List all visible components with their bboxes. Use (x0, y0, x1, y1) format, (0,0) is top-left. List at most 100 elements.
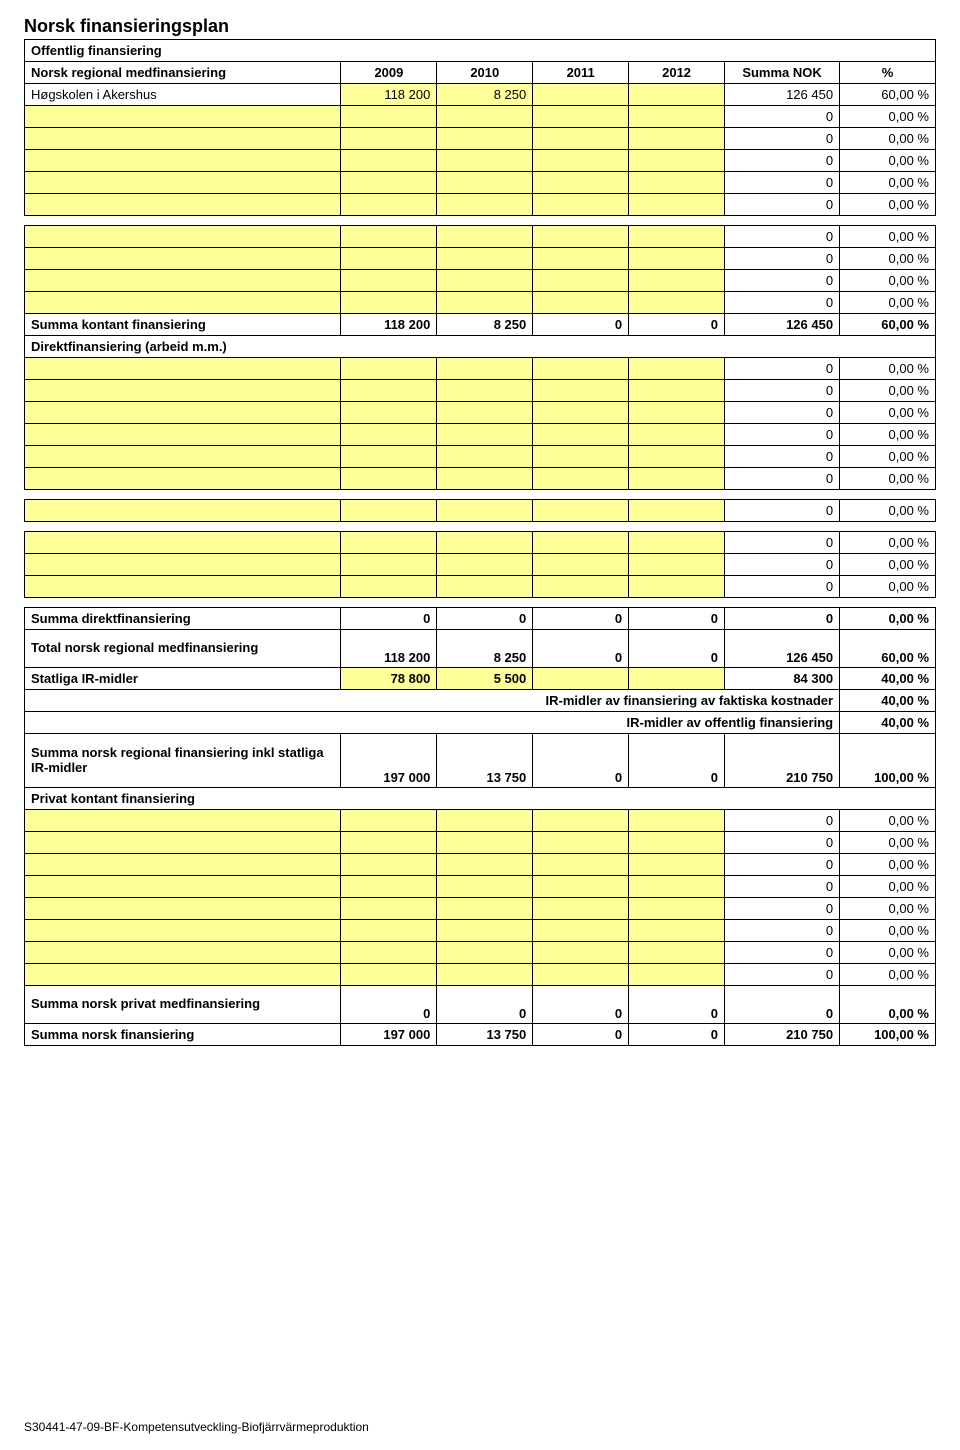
row-hogskolen: Høgskolen i Akershus 118 200 8 250 126 4… (25, 84, 936, 106)
row-total-norsk-reg: Total norsk regional medfinansiering 118… (25, 630, 936, 668)
cell-sum: 0 (725, 424, 840, 446)
cell-sum: 0 (725, 446, 840, 468)
cell-pct: 0,00 % (840, 292, 936, 314)
cell-sum: 0 (725, 106, 840, 128)
cell-sum: 0 (725, 608, 840, 630)
cell-pct: 0,00 % (840, 194, 936, 216)
row-blank: 00,00 % (25, 832, 936, 854)
cell: 0 (629, 734, 725, 788)
col-pct: % (840, 62, 936, 84)
row-summa-kontant: Summa kontant finansiering 118 200 8 250… (25, 314, 936, 336)
cell-pct: 0,00 % (840, 832, 936, 854)
cell-pct: 0,00 % (840, 172, 936, 194)
col-summa: Summa NOK (725, 62, 840, 84)
row-statliga: Statliga IR-midler 78 800 5 500 84 300 4… (25, 668, 936, 690)
cell: 0 (629, 986, 725, 1024)
finance-table: Offentlig finansiering Norsk regional me… (24, 39, 936, 1046)
col-2010: 2010 (437, 62, 533, 84)
row-blank: 00,00 % (25, 292, 936, 314)
cell: 5 500 (437, 668, 533, 690)
row-blank: 00,00 % (25, 358, 936, 380)
row-blank: 00,00 % (25, 380, 936, 402)
cell-pct: 0,00 % (840, 810, 936, 832)
cell: 0 (533, 986, 629, 1024)
row-summa-direkt: Summa direktfinansiering 0 0 0 0 0 0,00 … (25, 608, 936, 630)
cell-sum: 0 (725, 876, 840, 898)
cell-sum: 0 (725, 172, 840, 194)
row-blank: 00,00 % (25, 468, 936, 490)
cell: 0 (437, 986, 533, 1024)
cell-sum: 126 450 (725, 314, 840, 336)
cell: 8 250 (437, 314, 533, 336)
cell-pct: 40,00 % (840, 712, 936, 734)
cell-pct: 0,00 % (840, 854, 936, 876)
row-blank: 00,00 % (25, 898, 936, 920)
cell-label: Summa norsk finansiering (25, 1024, 341, 1046)
cell: 0 (341, 608, 437, 630)
cell: 0 (629, 630, 725, 668)
cell-sum: 0 (725, 964, 840, 986)
cell-label: IR-midler av offentlig finansiering (25, 712, 840, 734)
cell: 78 800 (341, 668, 437, 690)
cell-sum: 0 (725, 832, 840, 854)
row-blank: 00,00 % (25, 446, 936, 468)
cell-pct: 0,00 % (840, 358, 936, 380)
cell-sum: 0 (725, 270, 840, 292)
row-summa-privat: Summa norsk privat medfinansiering 0 0 0… (25, 986, 936, 1024)
page-title: Norsk finansieringsplan (24, 16, 936, 37)
row-blank: 00,00 % (25, 270, 936, 292)
cell-pct: 0,00 % (840, 270, 936, 292)
row-blank: 00,00 % (25, 106, 936, 128)
section-header-offentlig: Offentlig finansiering (25, 40, 936, 62)
cell-pct: 0,00 % (840, 446, 936, 468)
row-summa-norsk-reg-inkl: Summa norsk regional finansiering inkl s… (25, 734, 936, 788)
cell: 118 200 (341, 314, 437, 336)
cell-sum: 0 (725, 292, 840, 314)
row-blank: 00,00 % (25, 964, 936, 986)
cell-label: Direktfinansiering (arbeid m.m.) (25, 336, 936, 358)
row-blank: 00,00 % (25, 810, 936, 832)
cell-pct: 0,00 % (840, 576, 936, 598)
cell-pct: 60,00 % (840, 630, 936, 668)
cell: 0 (533, 630, 629, 668)
cell-pct: 0,00 % (840, 424, 936, 446)
cell-sum: 0 (725, 150, 840, 172)
cell: 0 (533, 1024, 629, 1046)
cell: 118 200 (341, 84, 437, 106)
cell-pct: 0,00 % (840, 226, 936, 248)
spacer (25, 490, 936, 500)
cell-pct: 0,00 % (840, 500, 936, 522)
cell-pct: 0,00 % (840, 964, 936, 986)
cell-pct: 0,00 % (840, 150, 936, 172)
row-ir-offentlig: IR-midler av offentlig finansiering 40,0… (25, 712, 936, 734)
row-blank: 00,00 % (25, 876, 936, 898)
cell-pct: 0,00 % (840, 128, 936, 150)
cell-sum: 126 450 (725, 630, 840, 668)
cell-sum: 210 750 (725, 1024, 840, 1046)
row-blank: 00,00 % (25, 248, 936, 270)
spacer (25, 598, 936, 608)
cell (533, 668, 629, 690)
row-blank: 00,00 % (25, 554, 936, 576)
cell-pct: 0,00 % (840, 554, 936, 576)
cell: 0 (341, 986, 437, 1024)
cell-label: Total norsk regional medfinansiering (25, 630, 341, 668)
cell-label: Statliga IR-midler (25, 668, 341, 690)
cell: 8 250 (437, 84, 533, 106)
cell-pct: 100,00 % (840, 1024, 936, 1046)
cell-pct: 60,00 % (840, 314, 936, 336)
row-privat-header: Privat kontant finansiering (25, 788, 936, 810)
cell-label: Høgskolen i Akershus (25, 84, 341, 106)
row-blank: 00,00 % (25, 194, 936, 216)
cell-pct: 0,00 % (840, 876, 936, 898)
col-2012: 2012 (629, 62, 725, 84)
cell-pct: 0,00 % (840, 898, 936, 920)
cell-sum: 0 (725, 358, 840, 380)
cell-pct: 60,00 % (840, 84, 936, 106)
cell-sum: 0 (725, 986, 840, 1024)
cell-sum: 0 (725, 854, 840, 876)
cell-sum: 0 (725, 576, 840, 598)
cell-sum: 0 (725, 248, 840, 270)
cell-sum: 126 450 (725, 84, 840, 106)
col-2011: 2011 (533, 62, 629, 84)
